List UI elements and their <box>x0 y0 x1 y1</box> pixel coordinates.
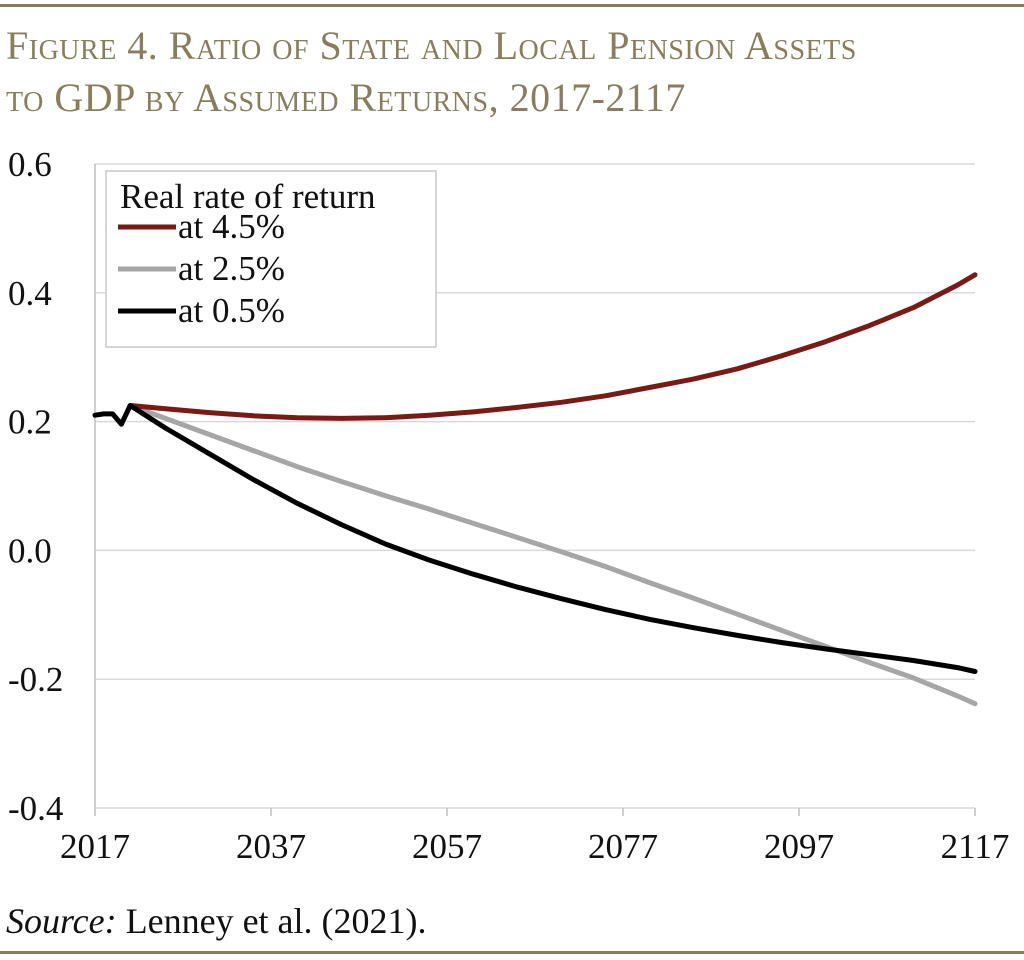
x-tick-label: 2037 <box>236 827 306 866</box>
y-tick-label: 0.0 <box>8 531 52 570</box>
x-tick-label: 2017 <box>60 827 130 866</box>
source-note: Source: Lenney et al. (2021). <box>6 900 427 942</box>
figure-title-line-1: Figure 4. Ratio of State and Local Pensi… <box>6 23 857 68</box>
figure-title: Figure 4. Ratio of State and Local Pensi… <box>6 20 1018 124</box>
top-rule <box>0 4 1024 7</box>
legend: Real rate of return at 4.5%at 2.5%at 0.5… <box>105 170 437 348</box>
x-tick-label: 2057 <box>412 827 482 866</box>
y-tick-label: 0.4 <box>8 274 52 313</box>
series-lines <box>92 272 978 707</box>
source-label: Source: <box>6 901 117 941</box>
x-tick-label: 2097 <box>764 827 834 866</box>
source-text: Lenney et al. (2021). <box>116 901 427 941</box>
legend-box <box>105 170 437 348</box>
legend-label: at 0.5% <box>178 291 285 330</box>
series-line-45 <box>127 272 978 421</box>
legend-label: at 2.5% <box>178 249 285 288</box>
series-line-25 <box>127 403 978 707</box>
series-line-05 <box>92 403 978 674</box>
y-tick-label: -0.2 <box>8 660 63 699</box>
legend-label: at 4.5% <box>178 207 285 246</box>
x-tick-label: 2077 <box>588 827 658 866</box>
y-tick-label: 0.2 <box>8 403 52 442</box>
y-tick-label: -0.4 <box>8 789 63 828</box>
figure-title-line-2: to GDP by Assumed Returns, 2017-2117 <box>6 75 686 120</box>
x-tick-label: 2117 <box>941 827 1010 866</box>
bottom-rule <box>0 951 1024 954</box>
legend-items: at 4.5%at 2.5%at 0.5% <box>118 207 285 330</box>
y-tick-label: 0.6 <box>8 145 52 184</box>
legend-title: Real rate of return <box>120 177 376 216</box>
